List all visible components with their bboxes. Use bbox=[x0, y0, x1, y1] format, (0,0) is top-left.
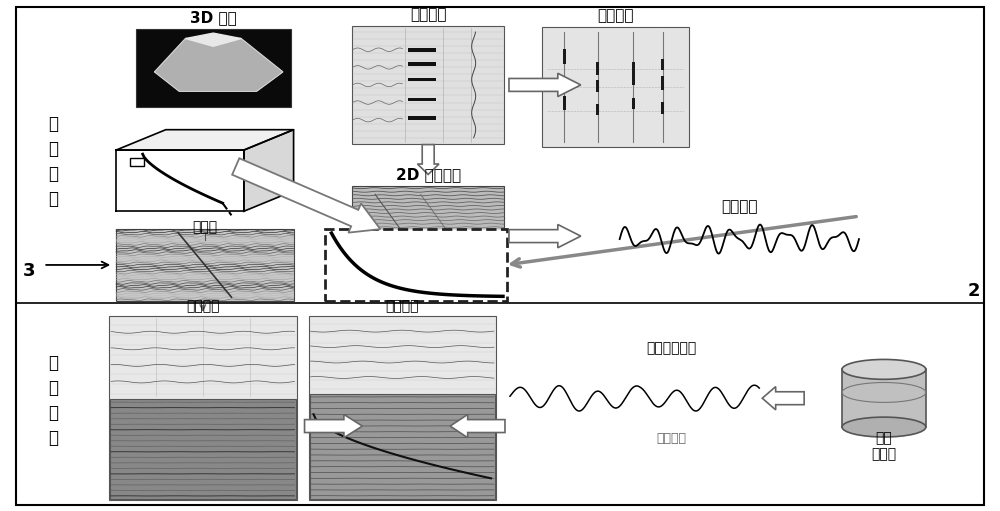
Polygon shape bbox=[116, 150, 244, 211]
Bar bbox=[136, 29, 291, 107]
Text: 3: 3 bbox=[23, 262, 36, 280]
Bar bbox=[842, 369, 926, 427]
Bar bbox=[109, 316, 297, 500]
Text: 钓
前
模
型: 钓 前 模 型 bbox=[48, 115, 58, 208]
Bar bbox=[632, 98, 635, 109]
Bar bbox=[632, 72, 635, 85]
Bar bbox=[563, 50, 566, 64]
Bar bbox=[596, 62, 599, 75]
Bar bbox=[309, 316, 496, 500]
Text: 地震体: 地震体 bbox=[192, 220, 217, 234]
Bar bbox=[116, 229, 294, 301]
FancyArrow shape bbox=[305, 414, 362, 438]
Text: 地质导向: 地质导向 bbox=[386, 299, 419, 313]
FancyArrow shape bbox=[762, 387, 804, 410]
Bar bbox=[408, 78, 436, 81]
Ellipse shape bbox=[842, 359, 926, 379]
Text: 正演模型: 正演模型 bbox=[721, 199, 758, 214]
FancyArrow shape bbox=[450, 414, 505, 438]
Text: 地震导向: 地震导向 bbox=[186, 299, 220, 313]
Text: 水平曲线对比: 水平曲线对比 bbox=[646, 341, 697, 356]
Bar bbox=[408, 98, 436, 101]
Text: 实时曲线: 实时曲线 bbox=[657, 431, 687, 445]
Text: 井场
数据库: 井场 数据库 bbox=[871, 431, 896, 461]
Bar bbox=[408, 48, 436, 52]
Bar bbox=[352, 26, 504, 144]
Bar bbox=[352, 187, 504, 286]
FancyArrow shape bbox=[417, 145, 439, 174]
Bar bbox=[542, 27, 689, 147]
Bar bbox=[661, 76, 664, 89]
Bar bbox=[596, 80, 599, 92]
Bar bbox=[310, 394, 495, 499]
Bar bbox=[563, 97, 566, 110]
Polygon shape bbox=[185, 33, 241, 47]
FancyArrow shape bbox=[509, 73, 581, 97]
Bar bbox=[563, 77, 566, 89]
Ellipse shape bbox=[842, 417, 926, 437]
Bar bbox=[632, 62, 635, 75]
Bar bbox=[596, 104, 599, 115]
Bar bbox=[408, 62, 436, 66]
Polygon shape bbox=[155, 38, 283, 91]
FancyArrow shape bbox=[232, 158, 380, 233]
Text: 2D 导向剑面: 2D 导向剑面 bbox=[396, 167, 461, 182]
Text: 实
时
模
型: 实 时 模 型 bbox=[48, 354, 58, 447]
Text: 3D 构造: 3D 构造 bbox=[190, 10, 237, 25]
Text: 2: 2 bbox=[967, 282, 980, 300]
Bar bbox=[408, 117, 436, 120]
Bar bbox=[325, 229, 507, 301]
Polygon shape bbox=[116, 130, 294, 150]
Bar bbox=[661, 59, 664, 69]
Bar bbox=[110, 400, 296, 499]
Text: 邻井曲线: 邻井曲线 bbox=[410, 7, 446, 22]
Bar bbox=[130, 158, 144, 167]
Bar bbox=[661, 102, 664, 113]
Polygon shape bbox=[244, 130, 294, 211]
FancyArrow shape bbox=[509, 224, 581, 248]
Text: 地层对比: 地层对比 bbox=[597, 8, 634, 23]
